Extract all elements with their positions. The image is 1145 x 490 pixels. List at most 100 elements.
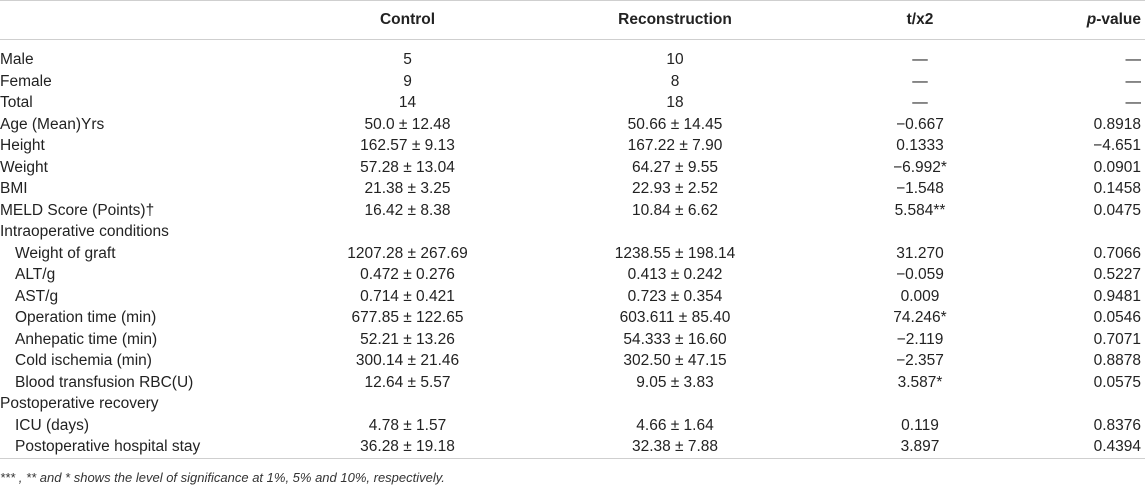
control-value: 4.78 ± 1.57: [368, 416, 447, 434]
statistic-value: −6.992*: [893, 158, 947, 176]
statistic-value: 74.246*: [893, 309, 947, 326]
row-label: Operation time (min): [15, 309, 157, 326]
control-value: [305, 221, 510, 243]
table-row: MELD Score (Points)† 16.42 ± 8.38 10.84 ± …: [0, 200, 1145, 222]
row-label: Weight of graft: [15, 244, 116, 262]
p-value: 0.9481: [1093, 287, 1141, 305]
table-row: Total 14 18 — —: [0, 92, 1145, 114]
statistic-value: 3.897: [840, 436, 1000, 459]
header-statistic: t/x2: [840, 0, 1000, 40]
control-value: 57.28 ± 13.04: [360, 158, 455, 176]
control-value: 9: [403, 72, 412, 90]
reconstruction-value: 10.84 ± 6.62: [631, 201, 719, 219]
header-p-value: p-value: [1000, 0, 1145, 40]
row-label: Postoperative recovery: [0, 395, 159, 412]
statistic-value: 0.1333: [896, 137, 944, 154]
statistic-value: −1.548: [896, 180, 944, 197]
row-label: ICU (days): [15, 416, 90, 434]
header-label: [0, 0, 305, 40]
statistic-value: [840, 221, 1000, 243]
control-value: 0.472 ± 0.276: [360, 266, 455, 283]
row-label: Male: [0, 51, 34, 68]
row-label: Female: [0, 72, 52, 90]
control-value: 677.85 ± 122.65: [351, 309, 464, 326]
p-value: 0.7071: [1093, 330, 1141, 348]
significance-footnote: *** , ** and * shows the level of signif…: [0, 470, 445, 485]
table-row: Male 5 10 — —: [0, 40, 1145, 71]
control-value: 50.0 ± 12.48: [364, 115, 451, 133]
table-row: Blood transfusion RBC(U) 12.64 ± 5.57 9.05…: [0, 372, 1145, 394]
reconstruction-value: [510, 393, 840, 415]
row-label: Blood transfusion RBC(U): [15, 373, 194, 391]
statistic-value: 3.587*: [897, 373, 943, 391]
table-row: Postoperative hospital stay 36.28 ± 19.18…: [0, 436, 1145, 459]
p-value: 0.5227: [1093, 266, 1141, 283]
table-row: Postoperative recovery: [0, 393, 1145, 415]
reconstruction-value: 10: [666, 51, 684, 68]
reconstruction-value: 302.50 ± 47.15: [623, 352, 727, 369]
control-value: 1207.28 ± 267.69: [347, 244, 468, 262]
statistic-value: 0.119: [901, 416, 939, 434]
statistic-value: —: [912, 51, 928, 68]
control-value: 12.64 ± 5.57: [364, 373, 451, 391]
statistic-value: —: [912, 72, 928, 90]
table-row: BMI 21.38 ± 3.25 22.93 ± 2.52 −1.548 0.1458: [0, 178, 1145, 200]
row-label: AST/g: [15, 287, 59, 305]
p-value: 0.8918: [1093, 115, 1141, 133]
statistic-value: −2.357: [896, 352, 944, 369]
control-value: 21.38 ± 3.25: [364, 180, 451, 197]
table-row: Age (Mean)Yrs 50.0 ± 12.48 50.66 ± 14.45 −0…: [0, 114, 1145, 136]
statistic-value: 0.009: [900, 287, 940, 305]
control-value: 14: [398, 94, 417, 111]
table-row: Cold ischemia (min) 300.14 ± 21.46 302.50 …: [0, 350, 1145, 372]
table-row: AST/g 0.714 ± 0.421 0.723 ± 0.354 0.009 0.94…: [0, 286, 1145, 308]
statistic-value: −0.059: [896, 266, 944, 283]
row-label: BMI: [0, 180, 28, 197]
p-value: [1000, 393, 1145, 415]
statistic-value: [840, 393, 1000, 415]
statistic-value: 5.584**: [894, 201, 946, 219]
control-value: 36.28 ± 19.18: [305, 436, 510, 459]
table-row: Intraoperative conditions: [0, 221, 1145, 243]
row-label: Total: [0, 94, 33, 111]
p-value: 0.4394: [1000, 436, 1145, 459]
header-control: Control: [305, 0, 510, 40]
control-value: 5: [403, 51, 412, 68]
statistic-value: −0.667: [896, 115, 944, 133]
row-label: Age (Mean)Yrs: [0, 115, 105, 133]
reconstruction-value: [510, 221, 840, 243]
control-value: 300.14 ± 21.46: [355, 352, 460, 369]
p-value: −4.651: [1093, 137, 1141, 154]
p-value: 0.8376: [1093, 416, 1141, 434]
table-row: Operation time (min) 677.85 ± 122.65 603.6…: [0, 307, 1145, 329]
statistic-value: —: [912, 94, 928, 111]
header-p-italic: p: [1086, 11, 1097, 28]
p-value: [1000, 221, 1145, 243]
results-table: Control Reconstruction t/x2 p-value Male…: [0, 0, 1145, 459]
p-value: 0.0546: [1093, 309, 1141, 326]
reconstruction-value: 54.333 ± 16.60: [623, 330, 727, 348]
statistic-value: 31.270: [896, 244, 944, 262]
control-value: 52.21 ± 13.26: [360, 330, 455, 348]
reconstruction-value: 603.611 ± 85.40: [619, 309, 731, 326]
row-label: ALT/g: [15, 266, 56, 283]
control-value: 16.42 ± 8.38: [364, 201, 451, 219]
table-row: Weight 57.28 ± 13.04 64.27 ± 9.55 −6.992* 0.…: [0, 157, 1145, 179]
reconstruction-value: 50.66 ± 14.45: [627, 115, 723, 133]
p-value: 0.7066: [1093, 244, 1141, 262]
p-value: 0.8878: [1093, 352, 1141, 369]
reconstruction-value: 1238.55 ± 198.14: [614, 244, 736, 262]
row-label: Weight: [0, 158, 48, 176]
p-value: —: [1125, 94, 1142, 111]
reconstruction-value: 9.05 ± 3.83: [636, 373, 714, 391]
control-value: [305, 393, 510, 415]
row-label: Height: [0, 137, 45, 154]
table-row: ICU (days) 4.78 ± 1.57 4.66 ± 1.64 0.119 0.8…: [0, 415, 1145, 437]
reconstruction-value: 18: [666, 94, 684, 111]
control-value: 162.57 ± 9.13: [360, 137, 455, 154]
table-row: Anhepatic time (min) 52.21 ± 13.26 54.333 …: [0, 329, 1145, 351]
header-row: Control Reconstruction t/x2 p-value: [0, 0, 1145, 40]
table-row: Weight of graft 1207.28 ± 267.69 1238.55 ±…: [0, 243, 1145, 265]
reconstruction-value: 64.27 ± 9.55: [631, 158, 719, 176]
reconstruction-value: 8: [670, 72, 680, 90]
